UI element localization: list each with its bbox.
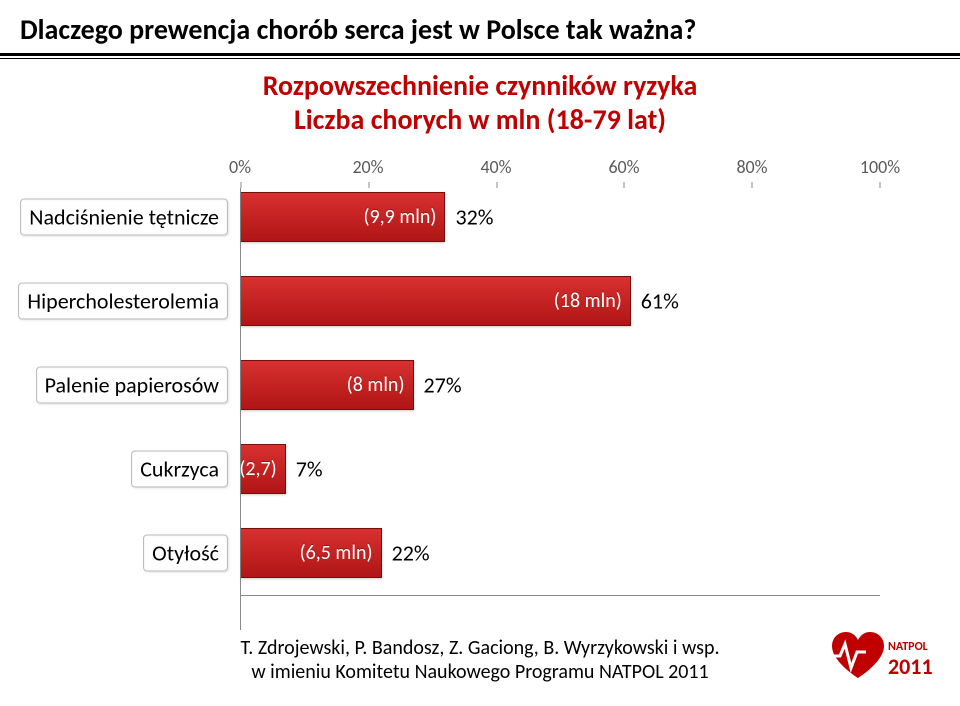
natpol-logo: NATPOL 2011 [818,622,938,692]
bar-inner-label: (18 mln) [554,289,630,313]
bar-row: (18 mln) 61% [241,276,880,326]
x-tick-mark [368,182,369,188]
footer-line2: w imieniu Komitetu Naukowego Programu NA… [0,660,960,684]
x-tick-mark [496,182,497,188]
logo-text-bottom: 2011 [888,653,933,680]
chart-plot-area: 0%20%40%60%80%100% (9,9 mln)32%(18 mln)6… [240,150,880,630]
footer-credits: T. Zdrojewski, P. Bandosz, Z. Gaciong, B… [0,636,960,684]
x-tick-mark [752,182,753,188]
bar-inner-label: (8 mln) [347,373,413,397]
category-label: Otyłość [143,535,228,572]
bar: (2,7) [241,444,286,494]
bar: (8 mln) [241,360,414,410]
category-label: Cukrzyca [131,451,228,488]
bar: (6,5 mln) [241,528,382,578]
x-tick-label: 40% [480,156,511,178]
x-tick-mark [880,182,881,188]
chart-bars-area: (9,9 mln) 32% (18 mln) 61% (8 mln) 27% (2,7) 7%… [240,188,880,630]
chart-baseline [241,595,880,596]
chart: Nadciśnienie tętniczeHipercholesterolemi… [30,150,920,630]
subtitle-line1: Rozpowszechnienie czynników ryzyka [0,69,960,103]
bar-row: (2,7) 7% [241,444,880,494]
x-tick-mark [624,182,625,188]
x-tick-label: 80% [736,156,767,178]
subtitle-line2: Liczba chorych w mln (18-79 lat) [0,103,960,137]
x-tick-label: 20% [352,156,383,178]
title-rule [0,53,960,59]
bar-value-label: 32% [455,204,493,231]
bar-inner-label: (2,7) [239,457,284,481]
x-tick-mark [241,182,242,188]
x-tick-label: 60% [608,156,639,178]
bar-value-label: 27% [424,372,462,399]
bar-value-label: 7% [296,456,323,483]
chart-category-column: Nadciśnienie tętniczeHipercholesterolemi… [30,150,240,630]
logo-text-top: NATPOL [888,640,928,654]
category-label: Palenie papierosów [36,367,228,404]
bar-inner-label: (6,5 mln) [300,541,381,565]
bar-inner-label: (9,9 mln) [363,205,444,229]
bar-row: (9,9 mln) 32% [241,192,880,242]
chart-x-axis: 0%20%40%60%80%100% [240,156,880,176]
page-title: Dlaczego prewencja chorób serca jest w P… [0,0,960,53]
bar: (9,9 mln) [241,192,445,242]
bar-row: (8 mln) 27% [241,360,880,410]
bar-value-label: 22% [392,540,430,567]
bar-row: (6,5 mln) 22% [241,528,880,578]
footer-line1: T. Zdrojewski, P. Bandosz, Z. Gaciong, B… [0,636,960,660]
category-label: Hipercholesterolemia [18,283,228,320]
x-tick-label: 0% [229,156,251,178]
x-tick-label: 100% [860,156,900,178]
bar: (18 mln) [241,276,631,326]
bar-value-label: 61% [641,288,679,315]
chart-subtitle: Rozpowszechnienie czynników ryzyka Liczb… [0,69,960,136]
category-label: Nadciśnienie tętnicze [20,199,228,236]
